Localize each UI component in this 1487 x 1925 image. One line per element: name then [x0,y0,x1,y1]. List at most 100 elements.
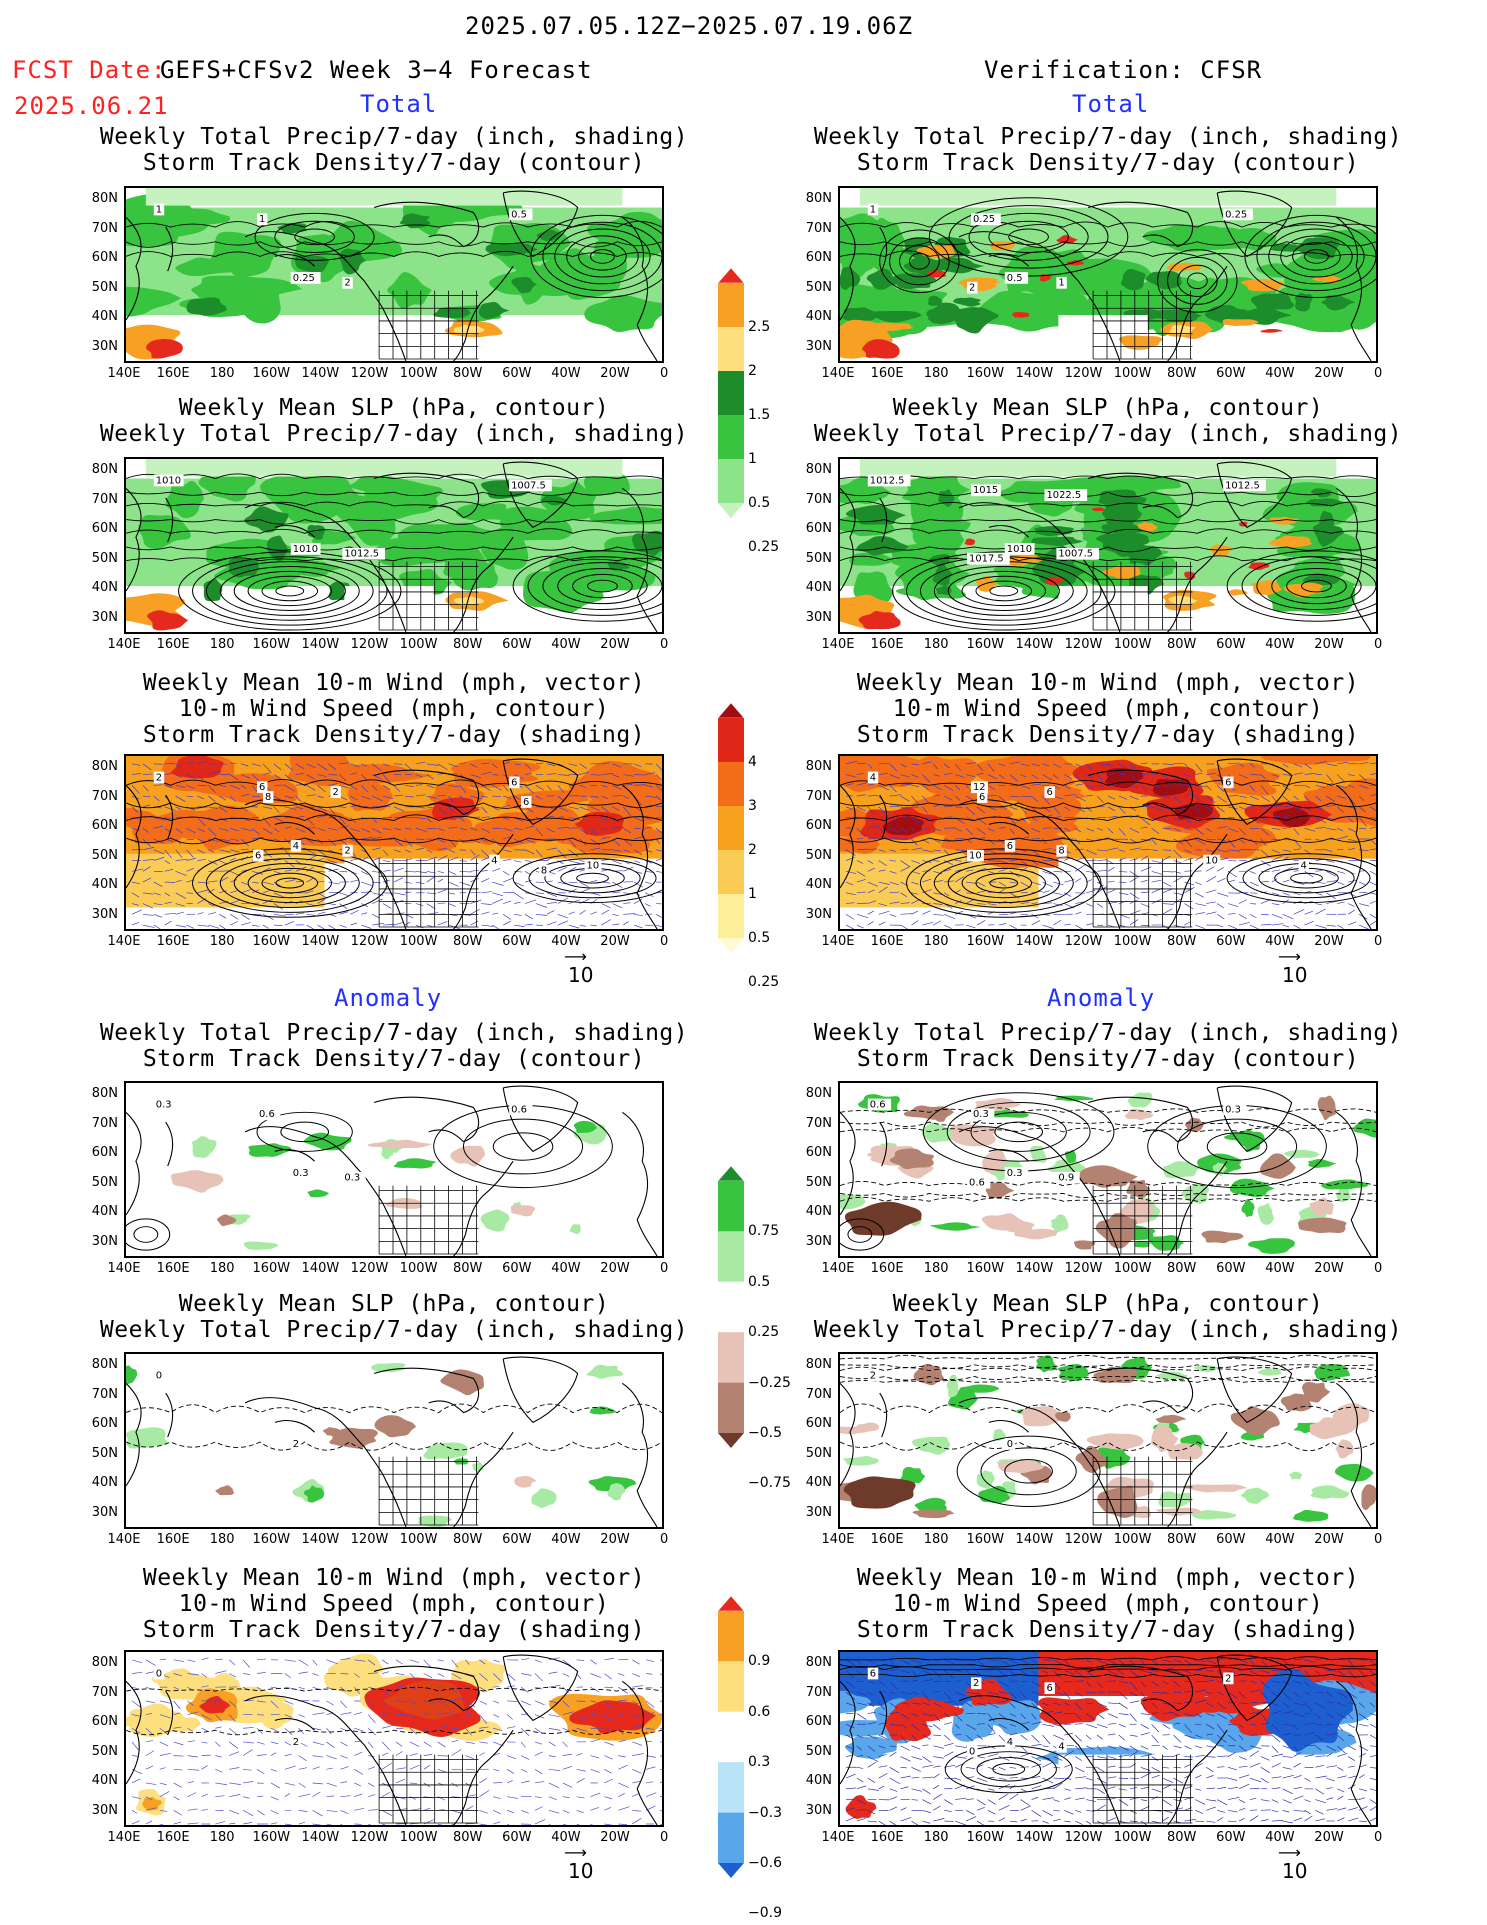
lon-label: 180 [923,1532,949,1547]
colorbar-cell [718,1281,744,1333]
heavy-precip [1260,329,1283,333]
colorbar-cell [718,762,744,806]
r4-verification-map: 0.6 0.3 0.3 0.9 0.3 0.6 [838,1081,1378,1258]
storm-shade [1222,781,1277,796]
storm-track-contours [1244,214,1376,298]
contour-label: 6 [255,851,261,862]
lon-label: 160W [966,1532,1005,1547]
contour-label-bg [967,1745,978,1758]
precip-shade [845,504,907,525]
lon-label: 140E [107,934,141,949]
precip-shade [348,475,433,496]
vector-arrow: ⟶ [1278,1843,1301,1862]
lon-label: 160E [156,1261,190,1276]
contour-label: 0.3 [973,1109,989,1120]
lon-label: 20W [1314,637,1344,652]
panel-title-line: 10-m Wind Speed (mph, contour) [178,696,610,722]
contour-label-bg [342,276,353,289]
panel-title-line: Weekly Mean 10-m Wind (mph, vector) [142,670,646,696]
coastline [840,461,1372,632]
light-precip [859,459,1337,477]
contour-label: 4 [491,856,497,867]
contour-label-bg [971,484,1001,497]
panel-title: Weekly Total Precip/7-day (inch, shading… [44,1020,744,1072]
lat-label: 70N [91,491,118,507]
colorbar-precip_anom: 0.75 0.5 0.25 −0.25 −0.5 −0.75 [716,1166,796,1491]
panel-title-line: Storm Track Density/7-day (shading) [856,1617,1360,1643]
wet-anomaly [1334,1463,1374,1482]
precip-shade [856,536,909,556]
precip-shade [1102,532,1145,557]
wet-anomaly [569,1224,581,1235]
lon-label: 160W [252,1261,291,1276]
contour-label-bg [153,474,184,487]
lat-label: 50N [91,847,118,863]
precip-shade [455,503,511,521]
lon-label: 60W [1216,934,1246,949]
heavy-precip [1056,235,1079,244]
contour-label: 8 [541,865,547,876]
precip-shade [186,297,227,316]
lon-label: 80W [452,366,483,381]
lon-label: 140E [821,637,855,652]
lon-label: 120W [350,1532,389,1547]
precip-shade [1302,573,1340,586]
lon-label: 120W [1064,934,1103,949]
lat-label: 50N [91,1743,118,1759]
dry-anomaly [1155,1507,1205,1517]
precip-shade [927,315,955,324]
panel-title: Weekly Total Precip/7-day (inch, shading… [758,1020,1458,1072]
wet-anomaly [840,1194,866,1210]
wet-anomaly [914,1497,947,1513]
contour-label: 10 [969,851,982,862]
lon-label: 160E [156,1532,190,1547]
wind-vectors [845,760,1376,929]
lon-label: 80W [1166,1261,1197,1276]
panel-title-line: Weekly Mean 10-m Wind (mph, vector) [856,670,1360,696]
lon-label: 0 [1373,637,1383,652]
lon-label: 60W [1216,1532,1246,1547]
wet-anomaly [1050,1214,1069,1232]
precip-shade [540,481,597,522]
panel-title: Weekly Mean SLP (hPa, contour) Weekly Tot… [758,395,1458,447]
dry-anomaly [997,1459,1045,1474]
lon-label: 20W [1314,1261,1344,1276]
panel-title-line: Weekly Total Precip/7-day (inch, shading… [813,124,1403,150]
lon-label: 40W [551,1261,581,1276]
wet-anomaly [1293,1509,1329,1522]
heavy-precip [926,269,947,278]
lon-label: 100W [399,637,438,652]
precip-shade [1311,488,1333,498]
contour-label-bg [1056,1171,1080,1184]
storm-anom-contours [840,1218,885,1251]
contour-label: 4 [870,772,876,783]
contour-label: 6 [870,1668,876,1679]
wet-anomaly [370,1362,406,1373]
dry-anomaly [912,1509,955,1519]
lon-label: 140E [107,366,141,381]
storm-shade [171,756,224,779]
contour-lines [126,220,662,257]
lat-label: 40N [91,1204,118,1219]
lon-label: 160W [966,934,1005,949]
contour-label: 0.3 [293,1168,309,1179]
colorbar-label: 1.5 [748,407,771,423]
lon-label: 160E [156,366,190,381]
colorbar-label: 0.5 [748,930,771,946]
panel-title-line: Weekly Total Precip/7-day (inch, shading… [813,421,1403,447]
colorbar-cell [718,1661,744,1712]
wet-anomaly [1257,1368,1282,1376]
lon-label: 60W [1216,1261,1246,1276]
contour-label: 0.3 [156,1099,172,1110]
contour-lines [126,1686,662,1736]
lon-label: 20W [1314,1532,1344,1547]
lat-label: 40N [91,1475,118,1490]
precip-shade [866,310,923,323]
wet-anomaly [992,1428,1006,1441]
dry-anomaly [1230,1405,1280,1436]
colorbar-label: 1 [748,451,757,467]
section-total-left: Total [360,90,438,118]
dry-anomaly [1301,1381,1331,1403]
heavy-precip [146,338,183,359]
lat-label: 60N [91,521,118,536]
